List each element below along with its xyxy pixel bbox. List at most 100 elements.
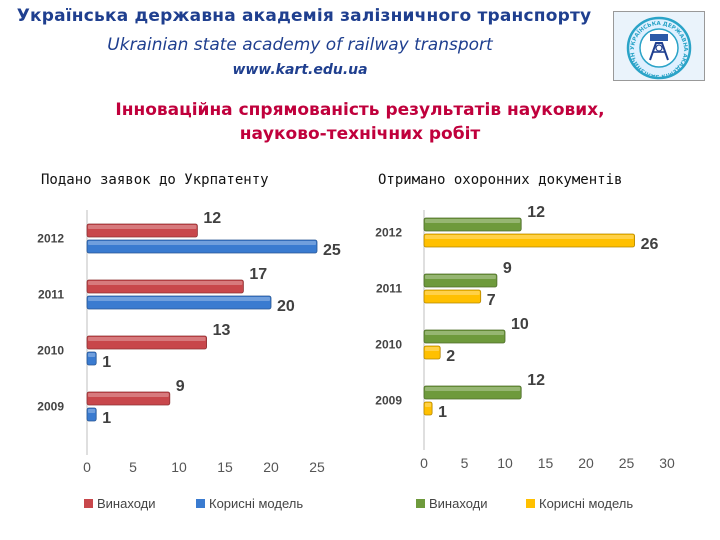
bar-highlight [88, 337, 206, 341]
x-tick-label: 0 [83, 459, 91, 475]
bar-highlight [425, 219, 521, 223]
bar-inventions-2009 [423, 385, 522, 400]
bar-group [86, 279, 244, 294]
bar-utility-models-2010 [86, 351, 97, 366]
data-label-inventions-2009: 9 [176, 378, 185, 395]
academy-logo: УКРАЇНСЬКА ДЕРЖАВНА АКАДЕМІЯ ЗАЛІЗНИЧНОГ… [613, 11, 705, 81]
x-tick-label: 5 [461, 455, 469, 471]
bar-group [86, 351, 97, 366]
academy-seal-icon: УКРАЇНСЬКА ДЕРЖАВНА АКАДЕМІЯ ЗАЛІЗНИЧНОГ… [614, 12, 692, 80]
data-label-utility-models-2009: 1 [102, 410, 111, 427]
bar-highlight [425, 275, 496, 279]
data-label-utility-models-2011: 20 [277, 298, 295, 315]
x-tick-label: 15 [217, 459, 233, 475]
category-label-2009: 2009 [37, 400, 64, 414]
bar-inventions-2010 [423, 329, 506, 344]
bar-utility-models-2011 [86, 295, 272, 310]
bar-inventions-2012 [423, 217, 522, 232]
bar-highlight [425, 331, 504, 335]
bar-group [86, 223, 198, 238]
x-tick-label: 5 [129, 459, 137, 475]
category-label-2012: 2012 [37, 232, 64, 246]
bar-inventions-2009 [86, 391, 171, 406]
bar-group [423, 345, 441, 360]
slide-title: Інноваційна спрямованість результатів на… [0, 98, 720, 146]
data-label-inventions-2012: 12 [527, 204, 545, 221]
legend-swatch-inventions [84, 499, 93, 508]
legend-swatch-utility-models [526, 499, 535, 508]
x-tick-label: 30 [659, 455, 675, 471]
legend-label-utility-models: Корисні модель [209, 496, 303, 511]
bar-group [423, 401, 433, 416]
bar-highlight [88, 393, 169, 397]
data-label-inventions-2010: 10 [511, 316, 529, 333]
x-tick-label: 20 [263, 459, 279, 475]
legend-label-inventions: Винаходи [429, 496, 488, 511]
data-label-utility-models-2012: 25 [323, 242, 341, 259]
bar-group [86, 335, 207, 350]
data-label-utility-models-2010: 1 [102, 354, 111, 371]
bar-utility-models-2011 [423, 289, 482, 304]
data-label-utility-models-2009: 1 [438, 404, 447, 421]
legend-label-utility-models: Корисні модель [539, 496, 633, 511]
data-label-inventions-2011: 17 [249, 266, 267, 283]
data-label-utility-models-2011: 7 [487, 292, 496, 309]
left-chart-title: Подано заявок до Укрпатенту [41, 172, 269, 188]
bar-inventions-2011 [423, 273, 498, 288]
bar-group [423, 289, 482, 304]
right-chart-title: Отримано охоронних документів [378, 172, 623, 188]
bar-group [86, 391, 171, 406]
institution-name-en: Ukrainian state academy of railway trans… [107, 35, 493, 55]
x-tick-label: 10 [171, 459, 187, 475]
legend-swatch-inventions [416, 499, 425, 508]
data-label-inventions-2011: 9 [503, 260, 512, 277]
category-label-2011: 2011 [38, 288, 64, 302]
bar-highlight [88, 409, 96, 413]
bar-utility-models-2010 [423, 345, 441, 360]
category-label-2012: 2012 [375, 226, 402, 240]
bar-highlight [425, 387, 521, 391]
bar-utility-models-2012 [86, 239, 318, 254]
bar-inventions-2011 [86, 279, 244, 294]
bar-highlight [88, 241, 316, 245]
bar-utility-models-2009 [86, 407, 97, 422]
bar-utility-models-2009 [423, 401, 433, 416]
legend-label-inventions: Винаходи [97, 496, 156, 511]
bar-highlight [88, 225, 197, 229]
x-tick-label: 25 [309, 459, 325, 475]
category-label-2010: 2010 [375, 338, 402, 352]
x-tick-label: 0 [420, 455, 428, 471]
data-label-utility-models-2010: 2 [446, 348, 455, 365]
bar-group [423, 217, 522, 232]
data-label-inventions-2009: 12 [527, 372, 545, 389]
data-label-inventions-2012: 12 [203, 210, 221, 227]
bar-utility-models-2012 [423, 233, 636, 248]
bar-group [423, 233, 636, 248]
bar-highlight [425, 403, 432, 407]
category-label-2011: 2011 [376, 282, 402, 296]
bar-group [86, 295, 272, 310]
legend-swatch-utility-models [196, 499, 205, 508]
bar-highlight [88, 297, 270, 301]
bar-highlight [425, 235, 634, 239]
bar-group [423, 329, 506, 344]
bar-highlight [425, 347, 440, 351]
bar-group [86, 239, 318, 254]
slide-title-line1: Інноваційна спрямованість результатів на… [115, 100, 605, 120]
bar-highlight [425, 291, 480, 295]
bar-group [86, 407, 97, 422]
website-url[interactable]: www.kart.edu.ua [232, 62, 368, 78]
bar-inventions-2010 [86, 335, 207, 350]
bar-group [423, 273, 498, 288]
bar-inventions-2012 [86, 223, 198, 238]
x-tick-label: 20 [578, 455, 594, 471]
x-tick-label: 10 [497, 455, 513, 471]
x-tick-label: 25 [619, 455, 635, 471]
slide-title-line2: науково-технічних робіт [239, 124, 481, 144]
bar-highlight [88, 281, 243, 285]
category-label-2010: 2010 [37, 344, 64, 358]
bar-highlight [88, 353, 96, 357]
category-label-2009: 2009 [375, 394, 402, 408]
